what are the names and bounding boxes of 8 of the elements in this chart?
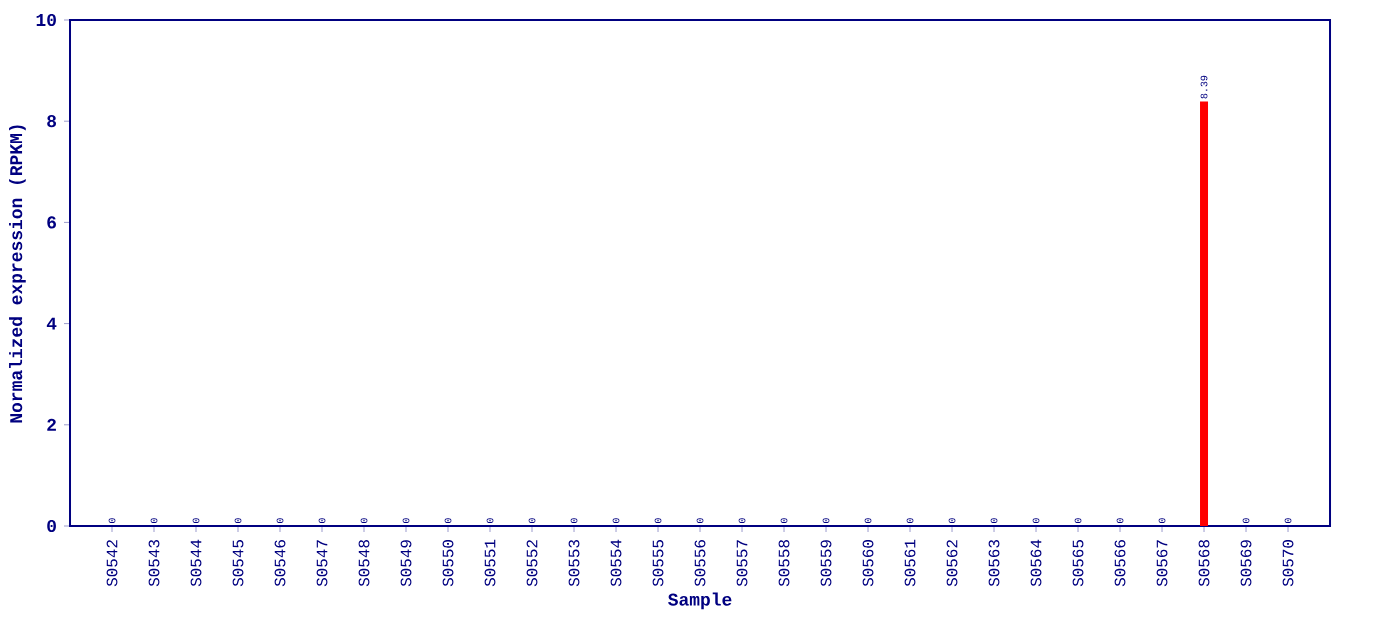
y-tick-label: 6 [47, 216, 56, 229]
y-tick-label: 0 [47, 519, 56, 533]
y-axis-title: Normalized expression (RPKM) [9, 125, 26, 423]
y-tick-label: 10 [36, 13, 56, 27]
y-tick-label: 4 [46, 317, 57, 330]
y-tick-label: 8 [47, 115, 57, 128]
x-axis-title: Sample [668, 592, 732, 610]
y-tick-label: 2 [47, 418, 56, 431]
